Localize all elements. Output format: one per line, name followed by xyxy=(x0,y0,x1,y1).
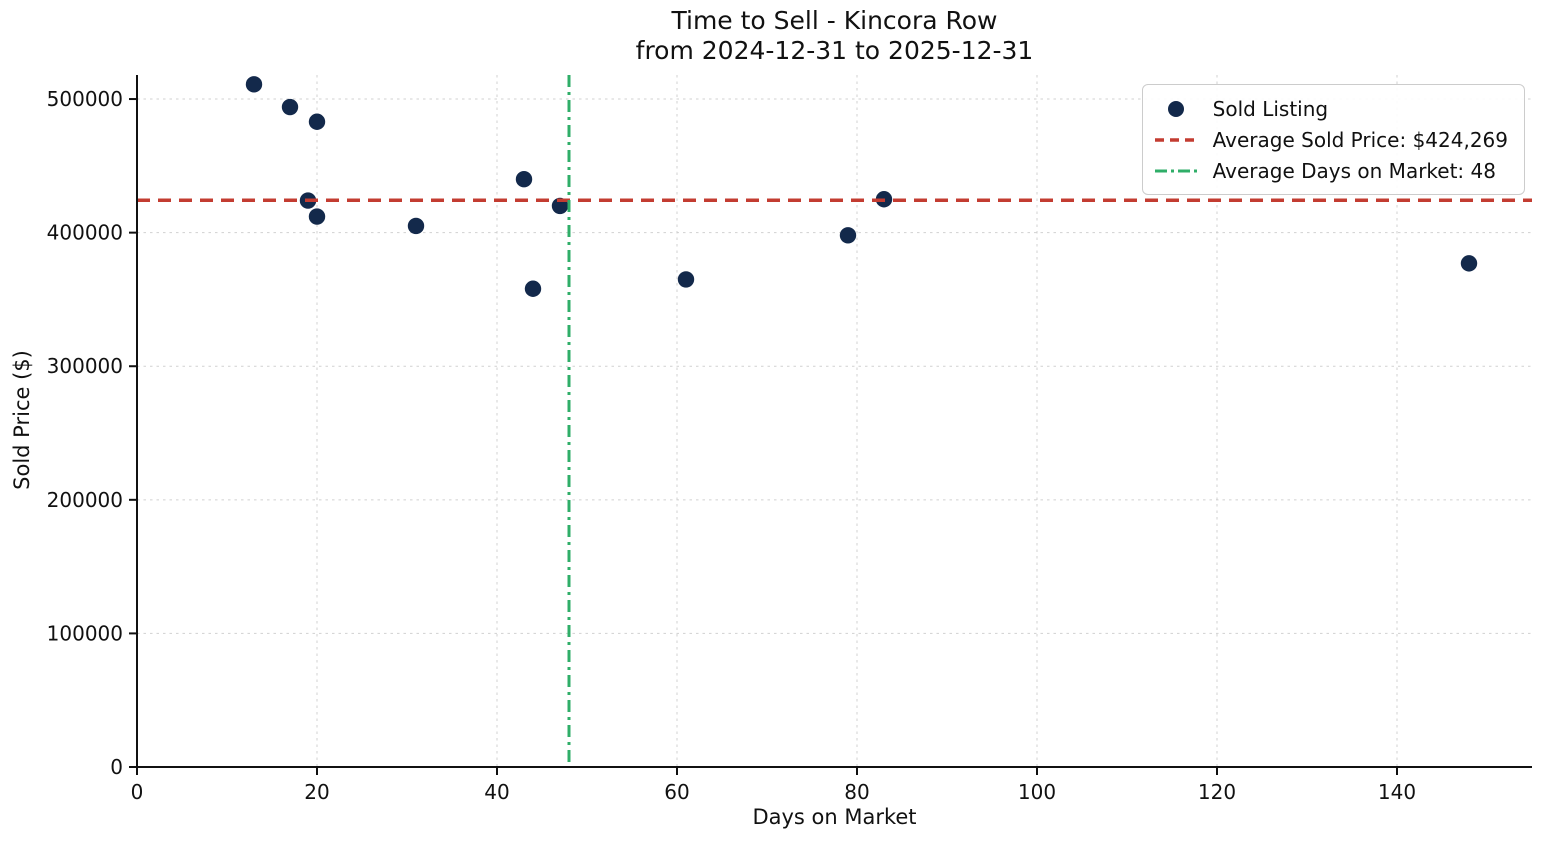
x-tick-label: 40 xyxy=(484,780,509,804)
chart-title: Time to Sell - Kincora Row xyxy=(671,6,998,35)
data-point xyxy=(308,208,326,225)
legend-label-average-days-on-market: Average Days on Market: 48 xyxy=(1212,158,1496,183)
data-point xyxy=(524,280,542,297)
data-point xyxy=(677,271,695,288)
legend: Sold Listing Average Sold Price: $424,26… xyxy=(1141,84,1525,195)
data-point xyxy=(281,98,299,116)
y-axis-label: Sold Price ($) xyxy=(10,350,34,490)
y-tick-label: 100000 xyxy=(47,621,123,645)
legend-item-sold-listing: Sold Listing xyxy=(1153,94,1508,123)
x-tick-label: 140 xyxy=(1378,780,1416,804)
x-tick-label: 80 xyxy=(844,780,869,804)
y-tick-label: 500000 xyxy=(47,87,123,111)
legend-item-average-sold-price: Average Sold Price: $424,269 xyxy=(1153,125,1508,154)
y-tick-label: 400000 xyxy=(47,221,123,245)
data-point xyxy=(308,113,326,130)
legend-item-average-days-on-market: Average Days on Market: 48 xyxy=(1153,156,1508,185)
legend-label-average-sold-price: Average Sold Price: $424,269 xyxy=(1212,127,1508,152)
y-tick-label: 300000 xyxy=(47,354,123,378)
data-point xyxy=(407,217,425,235)
x-tick-label: 0 xyxy=(131,780,144,804)
data-point xyxy=(1460,255,1478,272)
x-tick-label: 100 xyxy=(1018,780,1056,804)
chart-title-block: Time to Sell - Kincora Row from 2024-12-… xyxy=(137,6,1532,66)
chart-subtitle: from 2024-12-31 to 2025-12-31 xyxy=(635,36,1034,65)
dashdot-line-icon xyxy=(1154,169,1197,172)
x-tick-label: 60 xyxy=(664,780,689,804)
y-tick-label: 200000 xyxy=(47,488,123,512)
dashed-line-icon xyxy=(1154,137,1197,142)
x-axis-label: Days on Market xyxy=(752,805,917,829)
x-tick-label: 120 xyxy=(1198,780,1236,804)
y-tick-label: 0 xyxy=(110,755,123,779)
sold-listing-marker-icon xyxy=(1167,100,1184,117)
data-point xyxy=(245,76,263,93)
data-point xyxy=(515,171,533,188)
data-point xyxy=(839,227,857,244)
x-tick-label: 20 xyxy=(304,780,329,804)
legend-label-sold-listing: Sold Listing xyxy=(1212,96,1329,121)
